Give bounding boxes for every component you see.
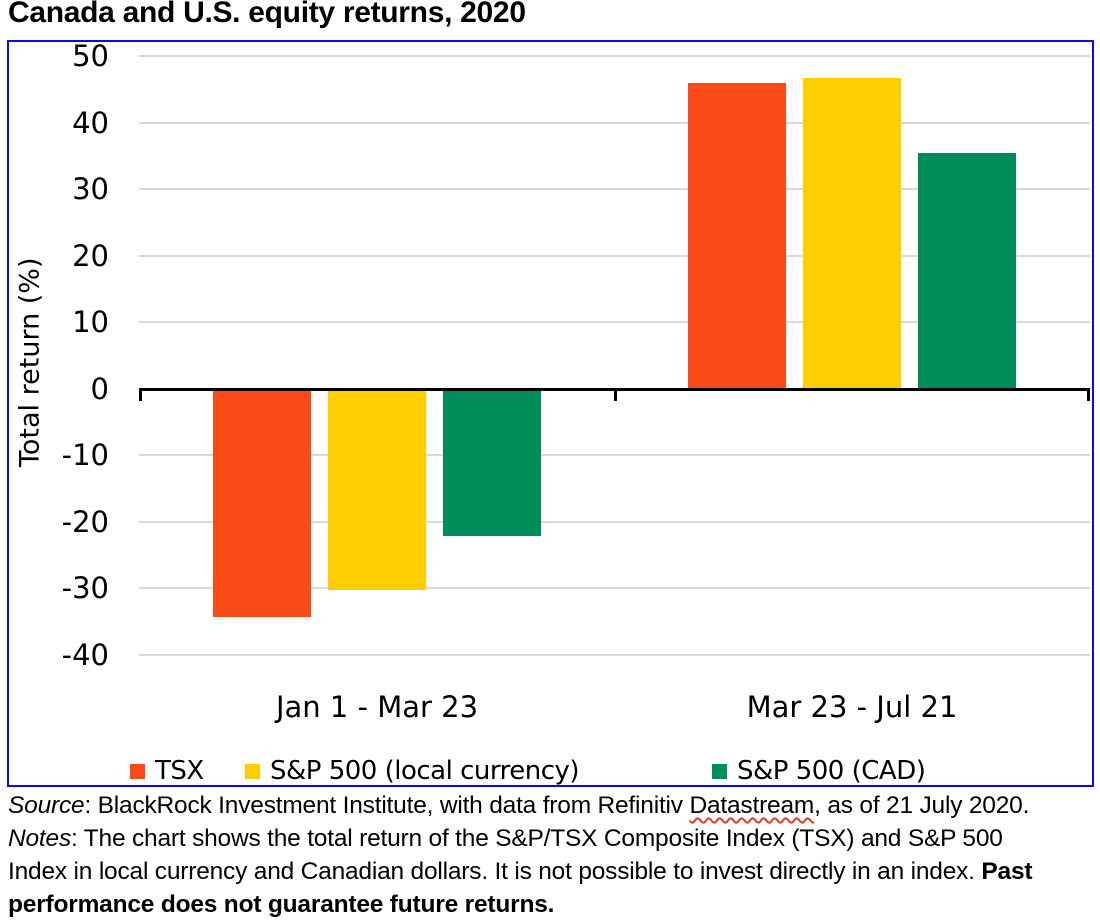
legend-label: S&P 500 (CAD) [737, 756, 926, 786]
chart-title: Canada and U.S. equity returns, 2020 [8, 0, 526, 29]
y-tick-label-40: 40 [72, 105, 109, 140]
notes-line-3: performance does not guarantee future re… [8, 888, 1098, 920]
gridline--30 [139, 587, 1090, 590]
bar-s-p-500-local-currency-cat2 [803, 77, 901, 389]
y-tick-label-20: 20 [72, 238, 109, 273]
x-axis-tick-3 [1087, 388, 1090, 401]
bar-tsx-cat2 [688, 83, 786, 389]
y-tick-label--30: -30 [61, 571, 109, 606]
y-tick-label--40: -40 [61, 638, 109, 672]
y-tick-label-0: 0 [90, 371, 109, 406]
gridline--20 [139, 520, 1090, 523]
source-line: Source: BlackRock Investment Institute, … [8, 789, 1098, 822]
gridline-10 [139, 321, 1090, 324]
y-tick-label-30: 30 [72, 172, 109, 207]
x-category-label-1: Jan 1 - Mar 23 [275, 690, 479, 724]
disclaimer-text-start: Past [981, 858, 1033, 885]
gridline-40 [139, 121, 1090, 124]
gridline-20 [139, 254, 1090, 257]
source-date-text: , as of 21 July 2020. [814, 792, 1030, 819]
y-tick-label--10: -10 [61, 438, 109, 473]
chart-frame: Total return (%) 50 40 30 20 10 0 -10 -20 -30 -40… [7, 39, 1094, 787]
source-text: : BlackRock Investment Institute, with d… [84, 792, 690, 819]
bar-tsx-cat1 [213, 390, 311, 618]
x-axis-tick-1 [139, 388, 142, 401]
x-axis-tick-2 [614, 388, 617, 401]
x-category-label-2: Mar 23 - Jul 21 [746, 690, 958, 724]
plot-area [139, 55, 1090, 656]
legend-item-tsx: TSX [130, 756, 204, 786]
legend-item-s-p-500-cad: S&P 500 (CAD) [712, 756, 926, 786]
bar-s-p-500-local-currency-cat1 [328, 390, 426, 591]
bar-s-p-500-cad-cat2 [918, 153, 1016, 389]
gridline--10 [139, 454, 1090, 457]
y-tick-label-10: 10 [72, 305, 109, 340]
gridline--40 [139, 654, 1090, 656]
y-tick-label--20: -20 [61, 504, 109, 539]
legend-item-s-p-500-local-currency: S&P 500 (local currency) [245, 756, 580, 786]
notes-line-1: Notes: The chart shows the total return … [8, 822, 1098, 855]
gridline-30 [139, 188, 1090, 191]
notes-text-2: Index in local currency and Canadian dol… [8, 858, 982, 885]
legend-label: S&P 500 (local currency) [270, 756, 580, 786]
notes-text-1: : The chart shows the total return of th… [71, 825, 1003, 852]
legend-swatch-icon [130, 763, 145, 779]
misspelled-word: Datastream [689, 792, 815, 819]
notes-line-2: Index in local currency and Canadian dol… [8, 855, 1098, 888]
source-notes: Source: BlackRock Investment Institute, … [8, 789, 1098, 920]
disclaimer-text-end: performance does not guarantee future re… [8, 891, 555, 918]
legend-swatch-icon [712, 763, 727, 779]
y-tick-label-50: 50 [72, 39, 109, 73]
notes-label: Notes [8, 825, 72, 852]
bar-s-p-500-cad-cat1 [443, 390, 541, 536]
source-label: Source [8, 792, 85, 819]
legend-label: TSX [155, 756, 204, 786]
gridline-50 [139, 55, 1090, 57]
legend-swatch-icon [245, 763, 260, 779]
